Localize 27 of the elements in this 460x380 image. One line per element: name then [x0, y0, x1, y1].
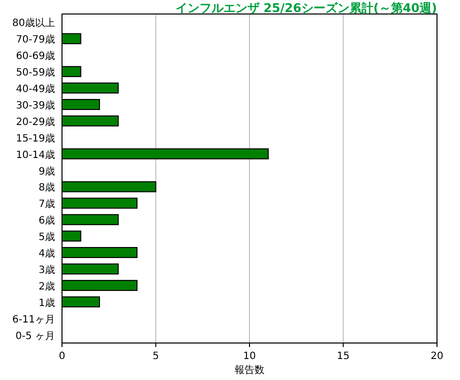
x-tick-label: 10	[243, 351, 256, 362]
y-tick-label: 2歳	[38, 280, 55, 292]
y-tick-label: 20-29歳	[16, 116, 55, 128]
y-tick-label: 50-59歳	[16, 66, 55, 79]
y-tick-label: 70-79歳	[16, 34, 55, 46]
y-tick-label: 30-39歳	[16, 99, 55, 112]
y-tick-label: 40-49歳	[16, 83, 55, 96]
y-tick-label: 10-14歳	[16, 148, 55, 161]
x-tick-label: 20	[430, 351, 444, 362]
y-tick-label: 6歳	[38, 214, 55, 227]
y-tick-label: 4歳	[38, 248, 55, 260]
x-axis-title: 報告数	[234, 364, 264, 376]
y-tick-label: 0-5 ヶ月	[15, 330, 55, 342]
y-tick-label: 3歳	[38, 264, 55, 276]
y-tick-label: 60-69歳	[16, 50, 55, 62]
y-tick-label: 8歳	[38, 182, 55, 194]
y-tick-label: 6-11ヶ月	[12, 314, 55, 326]
y-tick-label: 1歳	[38, 296, 55, 309]
y-tick-label: 9歳	[38, 165, 55, 178]
y-tick-label: 15-19歳	[16, 132, 55, 144]
x-tick-label: 5	[152, 351, 159, 362]
x-tick-label: 0	[58, 351, 66, 362]
y-tick-label: 5歳	[38, 231, 55, 244]
y-tick-label: 80歳以上	[12, 17, 55, 30]
x-tick-label: 15	[336, 351, 350, 362]
chart-title: インフルエンザ 25/26シーズン累計(～第40週)	[175, 1, 437, 15]
y-tick-label: 7歳	[38, 198, 55, 210]
